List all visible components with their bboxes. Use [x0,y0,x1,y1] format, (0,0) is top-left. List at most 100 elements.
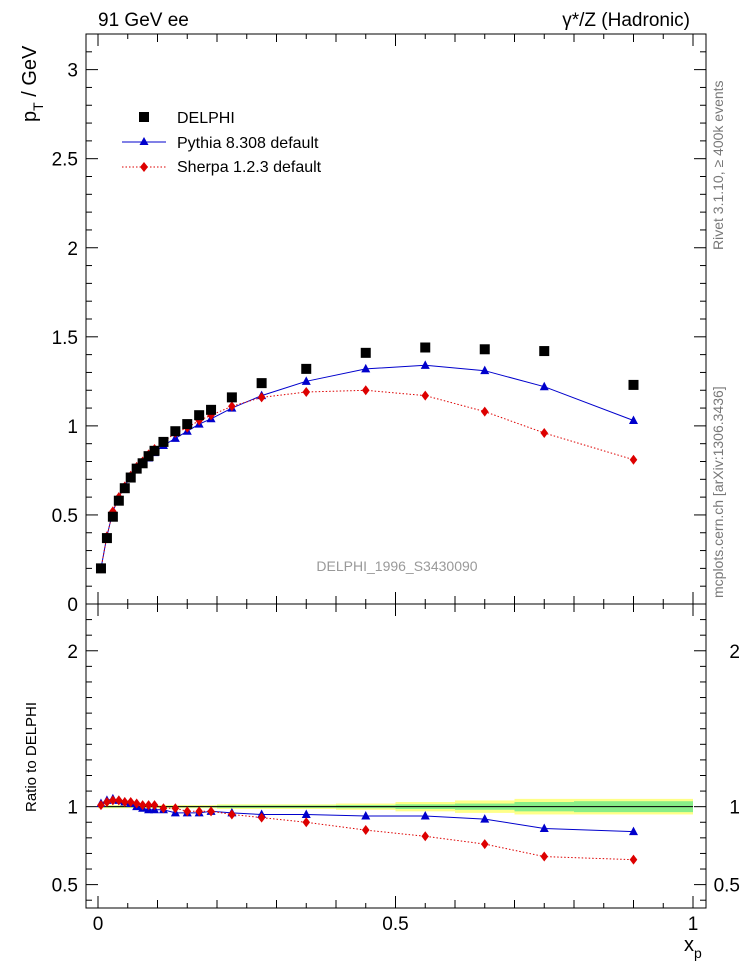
data-point [131,463,142,474]
data-point [420,342,431,353]
y-tick-label: 1.5 [52,328,78,349]
xlabel: xp [684,934,702,961]
data-point [361,811,371,820]
data-point [421,831,430,842]
data-point [107,511,118,522]
data-point [158,436,169,447]
data-point [115,795,123,806]
data-point [226,392,237,403]
data-point [629,454,638,465]
legend-marker-delphi [139,112,149,122]
data-point [170,426,181,437]
ratio-panel: 0 0.5 10.5 0.51 12 2 [52,603,740,935]
y-tick-label: 1 [67,417,78,438]
series-line [100,389,634,569]
data-point [113,495,124,506]
data-point [257,812,266,823]
data-point [302,387,311,398]
legend-entry-delphi: DELPHI [139,110,235,127]
data-point [539,346,550,357]
data-point [302,817,311,828]
data-point [95,563,106,574]
y-ticks: 0.5 0.5 1 1 2 2 [52,619,740,901]
series-line [100,364,634,569]
data-point [360,347,371,358]
data-point [629,826,638,836]
data-point [159,803,168,814]
data-point [206,404,217,415]
data-point [138,800,147,811]
data-point [256,378,267,389]
data-point [301,809,311,818]
data-point [539,381,549,391]
data-point [629,415,638,425]
data-point [120,796,129,807]
data-point [97,800,105,811]
data-point [207,410,215,421]
y-tick-label-right: 2 [729,642,740,663]
rivet-side-text: Rivet 3.1.10, ≥ 400k events [710,80,726,250]
header-left-title: 91 GeV ee [98,10,189,31]
data-point [103,796,111,807]
data-point [228,401,236,412]
data-point [144,800,153,811]
ylabel-ratio: Ratio to DELPHI [23,702,40,812]
series-sherpa [97,385,638,574]
legend-marker-pythia [139,137,149,145]
data-point [539,823,549,832]
y-tick-label: 0.5 [52,876,78,897]
header-right-title: γ*/Z (Hadronic) [562,10,690,31]
x-tick-label: 0 [93,914,104,935]
data-point [301,363,312,374]
data-point [361,385,370,396]
data-point [125,472,136,483]
data-point [149,445,160,456]
data-point [628,379,639,390]
data-point [301,376,311,385]
data-point [171,803,180,814]
data-point [132,798,141,809]
y-ticks: 0 0.5 1 1.5 2 2.5 3 [52,33,706,616]
svg-text:xp: xp [684,934,702,961]
data-point [195,806,203,817]
legend: DELPHI Pythia 8.308 default Sherpa 1.2.3… [122,110,322,176]
panel-frame [85,603,707,909]
x-tick-label: 0.5 [382,914,408,935]
x-tick-label: 1 [688,914,699,935]
data-point [228,809,236,820]
data-point [480,839,489,850]
x-ticks [97,34,694,604]
data-point [480,406,489,417]
y-tick-label: 0 [67,595,78,616]
legend-label-pythia: Pythia 8.308 default [177,135,319,152]
data-point [420,360,430,369]
data-point [480,814,490,823]
svg-text:pT / GeV: pT / GeV [19,45,46,122]
mcplots-side-text: mcplots.cern.ch [arXiv:1306.3436] [710,386,726,598]
y-tick-label-right: 0.5 [714,876,740,897]
data-point [182,419,193,430]
data-point [137,458,148,469]
series-line [100,799,634,861]
data-point [540,851,549,862]
data-point [126,796,135,807]
data-point [257,392,266,403]
y-tick-label: 2 [67,642,78,663]
series-sherpa [97,795,638,865]
main-panel: 0 0.5 1 1.5 2 2.5 3 [52,33,707,616]
data-point [540,428,549,438]
ylabel-main: pT / GeV [19,45,46,122]
legend-label-sherpa: Sherpa 1.2.3 default [177,159,322,176]
y-tick-label: 2 [67,239,78,260]
legend-label-delphi: DELPHI [177,110,235,127]
data-point [479,344,490,355]
series-delphi [95,342,639,574]
legend-entry-sherpa: Sherpa 1.2.3 default [122,159,322,176]
data-point [361,825,370,836]
data-point [421,390,430,401]
data-point [109,795,117,806]
data-point [143,451,154,462]
data-point [207,806,215,817]
analysis-watermark: DELPHI_1996_S3430090 [316,558,477,574]
